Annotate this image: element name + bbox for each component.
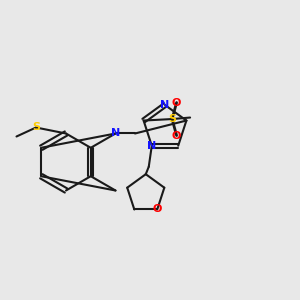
Text: O: O (152, 205, 162, 214)
Text: N: N (147, 141, 156, 151)
Text: O: O (172, 130, 181, 140)
Text: N: N (160, 100, 169, 110)
Text: S: S (168, 114, 176, 124)
Text: N: N (111, 128, 120, 139)
Text: S: S (32, 122, 40, 133)
Text: O: O (172, 98, 181, 107)
